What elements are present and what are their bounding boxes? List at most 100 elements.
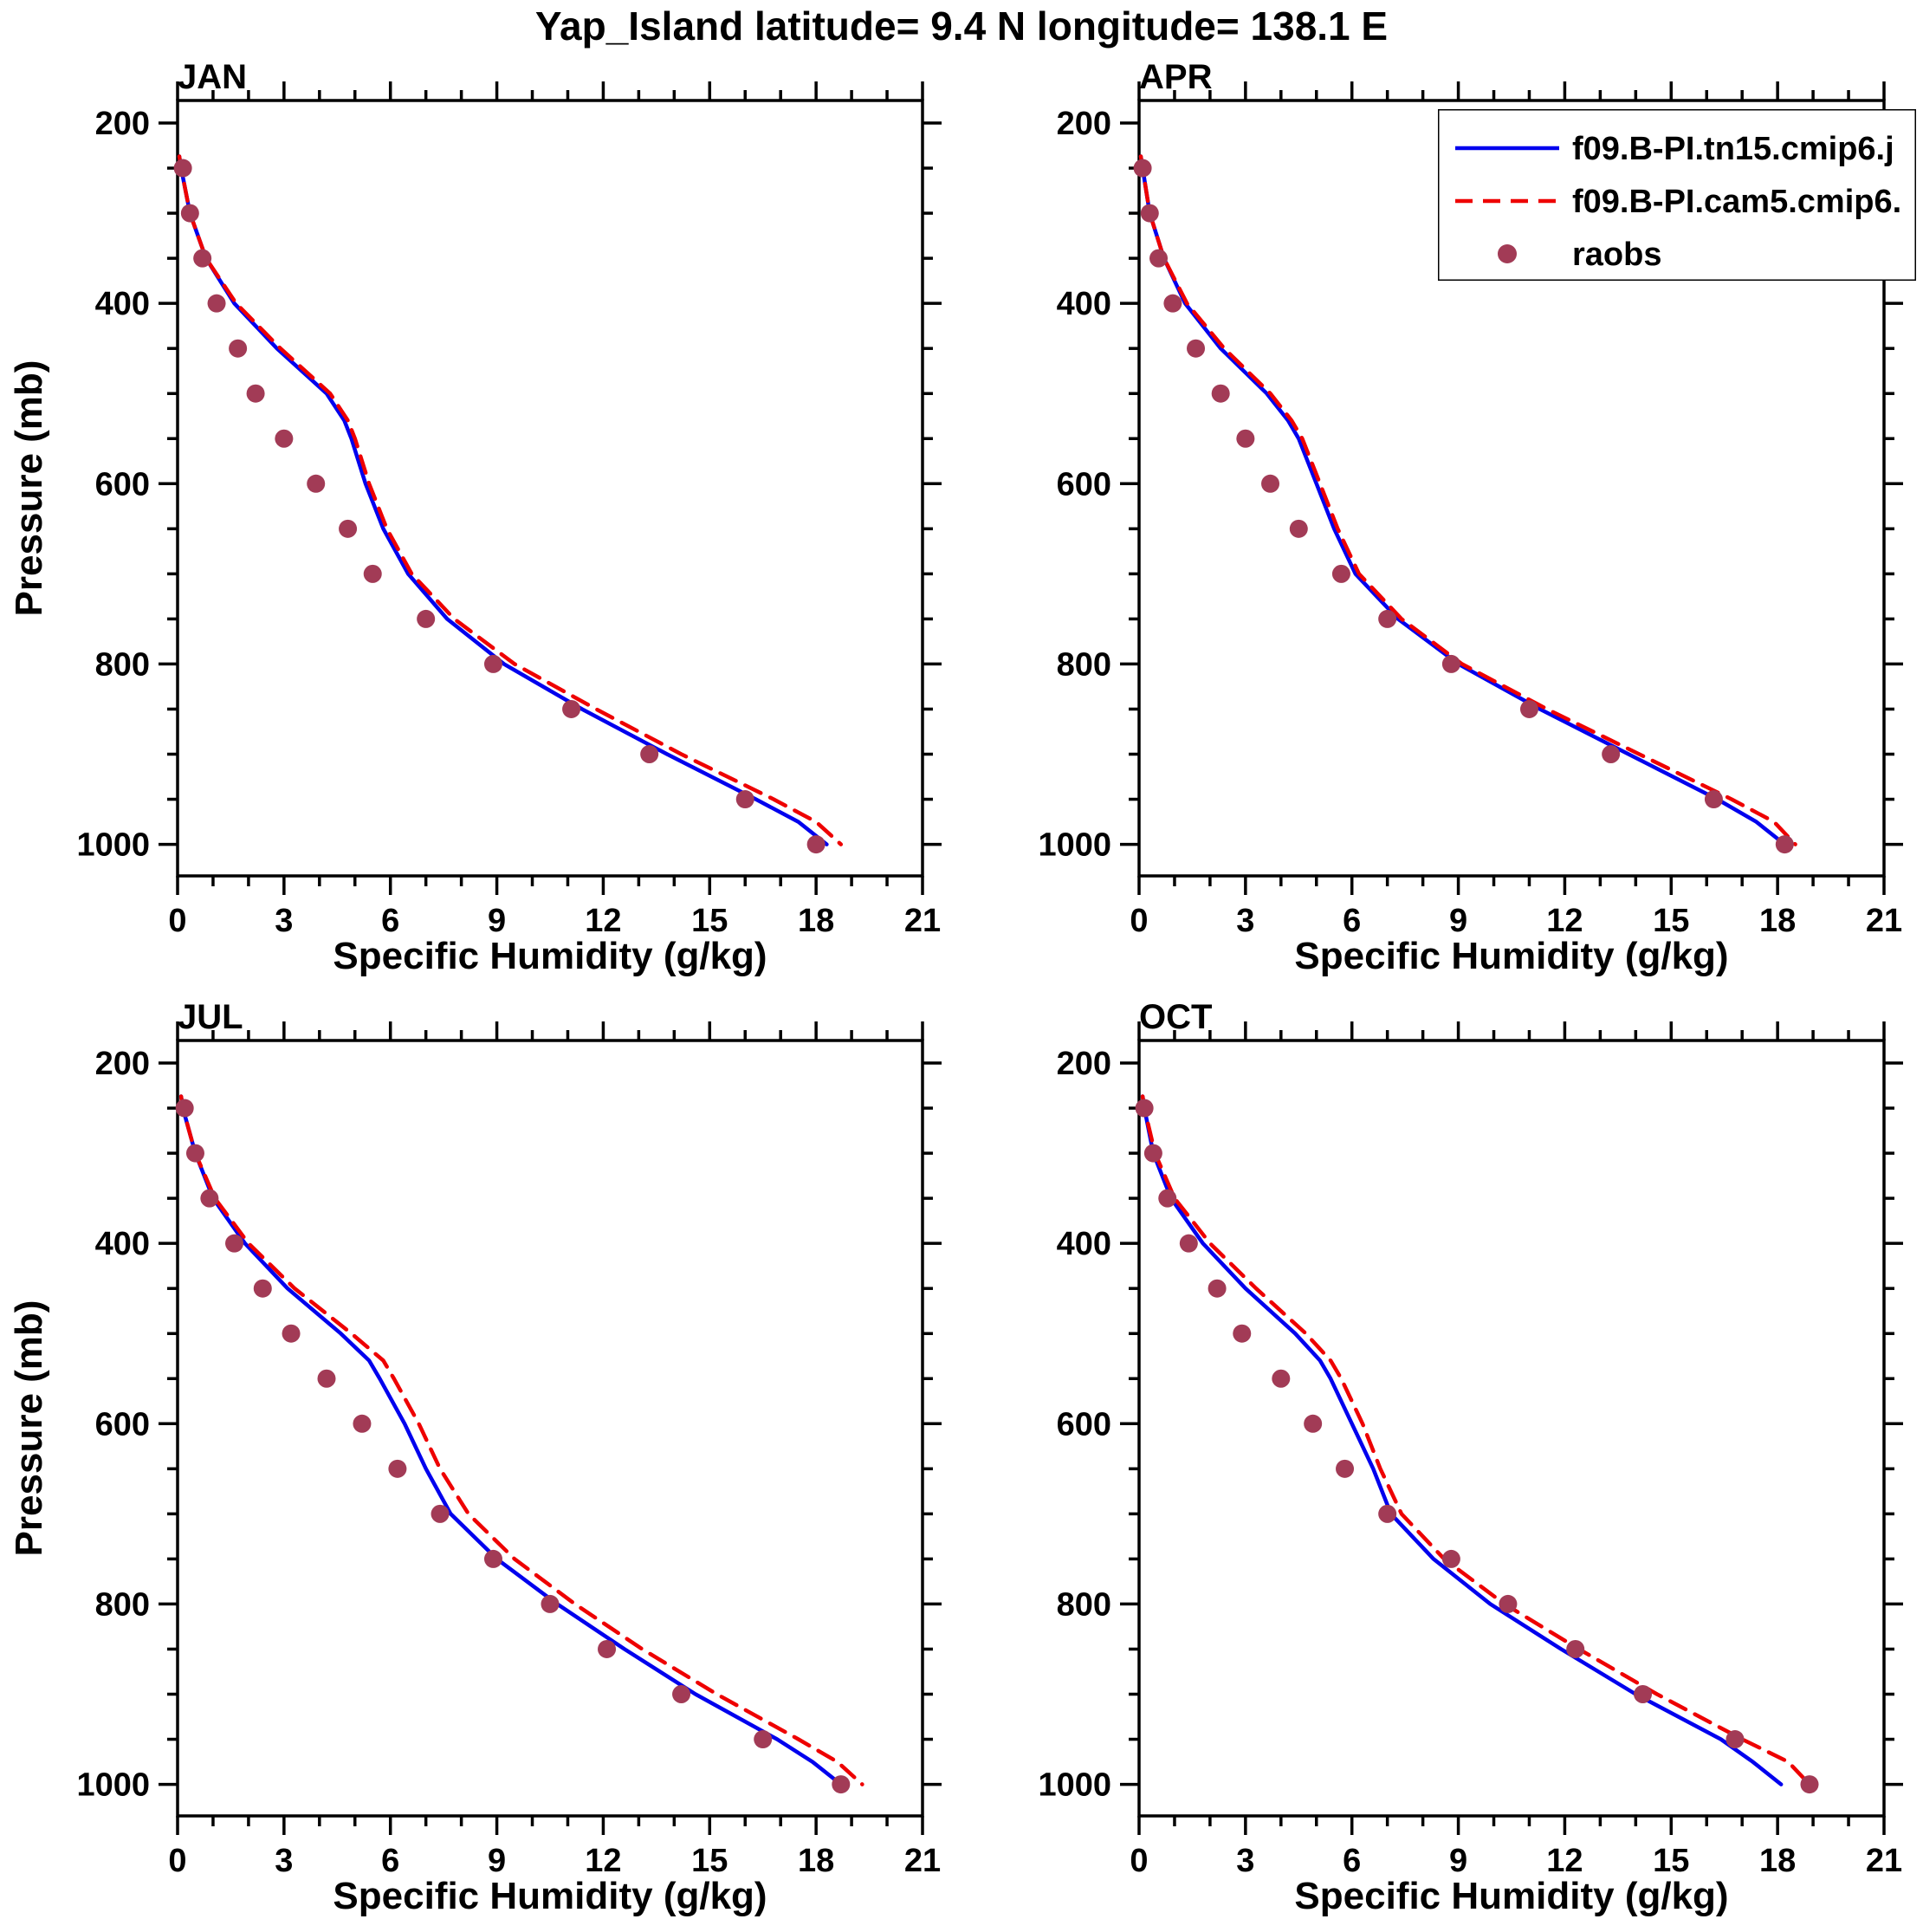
x-tick-label: 12 [1546, 903, 1583, 939]
legend-label: f09.B-PI.cam5.cmip6. [1572, 184, 1901, 220]
raobs-dot [180, 204, 199, 223]
legend: f09.B-PI.tn15.cmip6.j f09.B-PI.cam5.cmip6… [1438, 109, 1916, 281]
x-tick-label: 3 [275, 903, 293, 939]
raobs-dot [1208, 1279, 1227, 1298]
raobs-dot [672, 1685, 691, 1704]
x-tick-label: 6 [1343, 1843, 1361, 1879]
y-tick-label: 1000 [1038, 827, 1111, 864]
model-line-cam5 [1140, 1094, 1812, 1786]
raobs-dot [1179, 1234, 1198, 1253]
x-tick-label: 15 [691, 1843, 728, 1879]
x-tick-label: 12 [585, 903, 621, 939]
y-tick-label: 200 [95, 1046, 150, 1082]
y-tick-label: 1000 [76, 827, 150, 864]
y-tick-label: 400 [1057, 1226, 1111, 1262]
plot-box [176, 99, 924, 878]
x-tick-label: 18 [798, 1843, 834, 1879]
raobs-dots [173, 159, 826, 854]
model-line-tn15 [177, 154, 829, 846]
x-tick-label: 12 [585, 1843, 621, 1879]
y-tick-label: 400 [95, 1226, 150, 1262]
x-axis-title: Specific Humidity (g/kg) [1294, 935, 1728, 977]
x-tick-label: 21 [1866, 1843, 1902, 1879]
x-tick-label: 6 [1343, 903, 1361, 939]
raobs-dot [483, 654, 502, 673]
x-tick-label: 9 [1449, 903, 1467, 939]
raobs-dot [307, 474, 326, 493]
y-tick-label: 800 [1057, 646, 1111, 683]
y-tick-label: 400 [95, 286, 150, 322]
raobs-dot [1800, 1775, 1819, 1794]
raobs-dot [1135, 1099, 1154, 1118]
raobs-dot [1441, 1549, 1460, 1568]
raobs-dot [207, 294, 226, 313]
y-axis-title: Pressure (mb) [8, 1300, 50, 1557]
x-tick-label: 21 [904, 1843, 941, 1879]
raobs-dot [1378, 609, 1397, 628]
y-tick-label: 600 [1057, 466, 1111, 502]
y-tick-label: 600 [1057, 1406, 1111, 1443]
raobs-dot [1187, 339, 1206, 358]
legend-label: raobs [1572, 237, 1661, 273]
y-tick-label: 1000 [76, 1767, 150, 1804]
raobs-dot [193, 249, 212, 268]
raobs-dot [317, 1369, 336, 1388]
panel-month-label: JAN [178, 58, 247, 96]
raobs-dot [1140, 204, 1159, 223]
raobs-dot [1261, 474, 1280, 493]
raobs-dot [1272, 1369, 1291, 1388]
page-title: Yap_Island latitude= 9.4 N longitude= 13… [534, 3, 1389, 49]
chart-panel-oct: OCT 0 3 6 9 12 15 18 21 200 400 600 800 1000 Specific … [1038, 998, 1903, 1917]
y-tick-label: 800 [95, 1586, 150, 1623]
y-tick-label: 600 [95, 1406, 150, 1443]
raobs-dot [806, 835, 826, 854]
x-tick-label: 15 [691, 903, 728, 939]
x-axis-title: Specific Humidity (g/kg) [333, 1875, 767, 1917]
raobs-dot [1602, 745, 1621, 764]
raobs-dot [1336, 1459, 1355, 1478]
raobs-dot [246, 384, 265, 403]
y-axis-title: Pressure (mb) [8, 360, 50, 617]
chart-panel-jul: JUL 0 3 6 9 12 15 18 21 200 400 600 800 1000 Specific … [8, 998, 942, 1917]
raobs-dot [541, 1594, 560, 1613]
raobs-dots [1135, 1099, 1819, 1794]
chart-panel-jan: JAN 0 3 6 9 12 15 18 21 200 400 600 800 1000 Specific … [8, 58, 942, 977]
x-tick-label: 9 [488, 903, 506, 939]
raobs-dot [598, 1639, 617, 1658]
x-tick-label: 3 [1236, 1843, 1254, 1879]
x-tick-label: 12 [1546, 1843, 1583, 1879]
y-tick-label: 600 [95, 466, 150, 502]
raobs-dot [735, 790, 754, 809]
y-tick-label: 200 [1057, 106, 1111, 142]
y-tick-label: 200 [1057, 1046, 1111, 1082]
plot-box [176, 1039, 924, 1818]
raobs-dot [832, 1775, 851, 1794]
raobs-dot [1158, 1189, 1177, 1208]
raobs-dot [1149, 249, 1169, 268]
panel-month-label: APR [1139, 58, 1213, 96]
model-line-cam5 [177, 154, 844, 846]
raobs-dot [339, 519, 358, 538]
x-tick-label: 0 [1130, 1843, 1148, 1879]
raobs-dot [1726, 1730, 1745, 1749]
raobs-dot [562, 699, 581, 718]
model-line-cam5 [1138, 154, 1797, 846]
raobs-dot [1566, 1639, 1585, 1658]
raobs-dot [185, 1144, 204, 1163]
x-tick-label: 9 [1449, 1843, 1467, 1879]
raobs-dot [1133, 159, 1152, 178]
raobs-dots [1133, 159, 1794, 854]
raobs-dot [363, 564, 382, 583]
raobs-dot [431, 1504, 450, 1523]
raobs-dot [1499, 1594, 1518, 1613]
raobs-dots [175, 1099, 851, 1794]
chart-panel-apr: APR 0 3 6 9 12 15 18 21 200 400 600 800 1000 Specific … [1038, 58, 1916, 977]
raobs-dot [1634, 1685, 1653, 1704]
raobs-dot [253, 1279, 272, 1298]
raobs-dot [1331, 564, 1350, 583]
raobs-dot [417, 609, 436, 628]
raobs-dot [1211, 384, 1230, 403]
raobs-dot [282, 1324, 301, 1343]
y-tick-label: 1000 [1038, 1767, 1111, 1804]
plot-box [1137, 1039, 1886, 1818]
